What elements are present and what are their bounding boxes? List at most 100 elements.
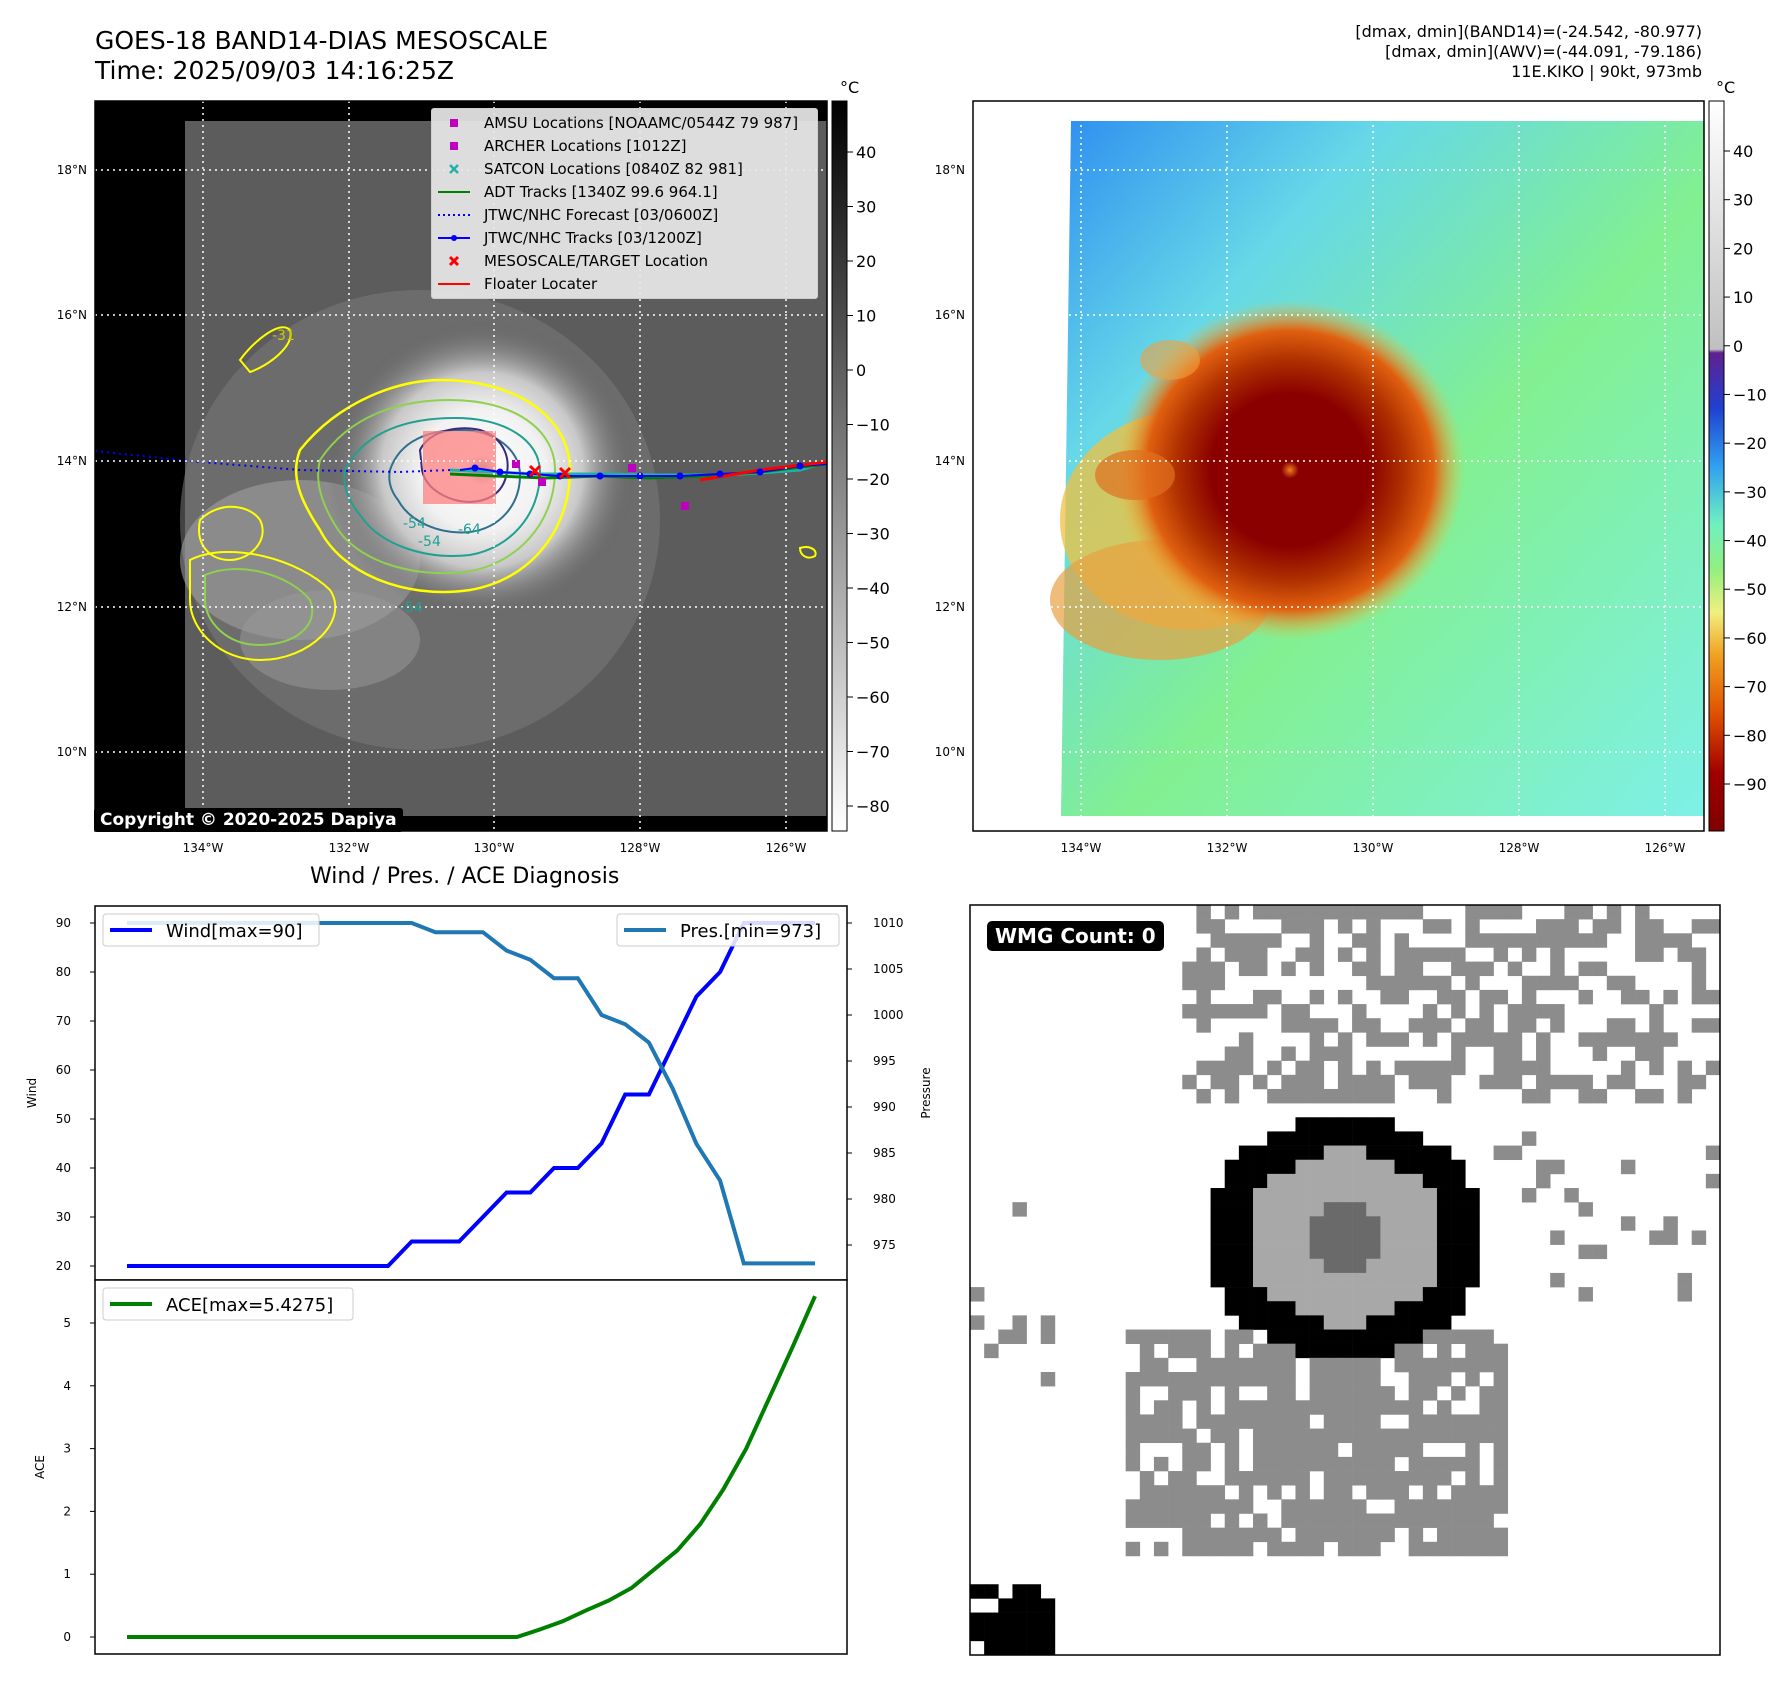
- wmg-cell: [1451, 1188, 1466, 1203]
- wmg-cell: [1309, 961, 1325, 977]
- title-line-1: GOES-18 BAND14-DIAS MESOSCALE: [95, 26, 549, 55]
- wmg-cell: [1253, 905, 1268, 920]
- wmg-cell: [1408, 1131, 1424, 1146]
- wmg-cell: [1253, 1244, 1268, 1260]
- wmg-cell: [1451, 1272, 1466, 1288]
- wmg-cell: [1352, 1173, 1367, 1189]
- wmg-cell: [1125, 1442, 1141, 1458]
- wmg-cell: [1337, 1301, 1353, 1316]
- wmg-cell: [1224, 1442, 1240, 1458]
- wmg-cell: [1436, 1159, 1452, 1175]
- wmg-cell: [1451, 1499, 1466, 1514]
- wmg-cell: [1380, 1513, 1395, 1528]
- wmg-cell: [1366, 1329, 1381, 1344]
- map2-lat-labels: 18°N 16°N 14°N 12°N 10°N: [935, 163, 965, 759]
- colorbar-tick-label: 30: [1733, 191, 1753, 210]
- wmg-cell: [1422, 1159, 1438, 1175]
- ace-axis-ticks: 0 1 2 3 4 5: [63, 1316, 95, 1644]
- wmg-cell: [1238, 1414, 1254, 1429]
- wmg-cell: [1507, 1018, 1523, 1033]
- wmg-cell: [1564, 905, 1579, 920]
- wmg-cell: [1337, 1230, 1353, 1245]
- wmg-cell: [1422, 1357, 1438, 1373]
- wmg-cell: [1267, 1159, 1282, 1175]
- wmg-cell: [1366, 1485, 1381, 1500]
- wmg-cell: [1196, 1371, 1211, 1387]
- wmg-cell: [1635, 1032, 1650, 1047]
- wmg-cell: [1224, 1287, 1240, 1302]
- ace-axes: [94, 1279, 848, 1655]
- wmg-cell: [1281, 1004, 1296, 1019]
- wmg-cell: [1309, 1046, 1325, 1061]
- wmg-cell: [1238, 1046, 1254, 1061]
- legend-item-target: MESOSCALE/TARGET Location: [432, 251, 817, 271]
- wmg-cell: [1451, 1541, 1466, 1557]
- wmg-cell: [1323, 1400, 1339, 1415]
- wmg-cell: [1705, 1018, 1721, 1033]
- wmg-cell: [1253, 1527, 1268, 1543]
- wmg-cell: [1507, 1046, 1523, 1061]
- wmg-cell: [1380, 1032, 1395, 1047]
- wmg-cell: [1436, 1527, 1452, 1543]
- wmg-cell: [1210, 1216, 1226, 1231]
- wmg-cell: [1677, 947, 1692, 962]
- wmg-cell: [1210, 1004, 1226, 1019]
- wmg-cell: [1224, 1541, 1240, 1557]
- wmg-cell: [1267, 1541, 1282, 1557]
- wmg-cell: [1196, 905, 1211, 920]
- wmg-cell: [1635, 919, 1650, 934]
- wmg-cell: [1196, 1329, 1211, 1344]
- wmg-cell: [1380, 1173, 1395, 1189]
- wmg-cell: [1309, 1272, 1325, 1288]
- colorbar-tick-label: −40: [856, 579, 890, 598]
- wmg-cell: [1281, 1173, 1296, 1189]
- wmg-cell: [1408, 1343, 1424, 1359]
- wmg-cell: [1224, 1343, 1240, 1359]
- wmg-cell: [1380, 1428, 1395, 1444]
- wmg-cell: [1323, 1442, 1339, 1458]
- colorbar-tick-label: −80: [1733, 726, 1767, 745]
- wmg-cell: [1550, 1230, 1565, 1245]
- wmg-cell: [1422, 1244, 1438, 1260]
- wmg-cell: [1238, 1301, 1254, 1316]
- ace-line: [127, 1295, 817, 1639]
- wmg-cell: [1125, 1541, 1141, 1557]
- wmg-cell: [1253, 961, 1268, 977]
- wmg-cell: [1168, 1400, 1183, 1415]
- wmg-cell: [1677, 1060, 1692, 1076]
- wmg-cell: [1337, 1074, 1353, 1090]
- wmg-cell: [1451, 1258, 1466, 1274]
- wmg-cell: [1479, 1428, 1494, 1444]
- wmg-cell: [1352, 1386, 1367, 1401]
- wmg-cell: [1323, 905, 1339, 920]
- wmg-cell: [1352, 1216, 1367, 1231]
- ace-tick-label: 0: [63, 1630, 71, 1644]
- wmg-cell: [1309, 1188, 1325, 1203]
- wmg-cell: [1366, 1202, 1381, 1217]
- wmg-cell: [1422, 1074, 1438, 1090]
- wmg-cell: [1281, 1074, 1296, 1090]
- wmg-cell: [1323, 1471, 1339, 1486]
- wmg-cell: [1394, 1442, 1409, 1458]
- wmg-cell: [1253, 1400, 1268, 1415]
- ace-tick-label: 2: [63, 1504, 71, 1518]
- wmg-cell: [1337, 905, 1353, 920]
- wmg-cell: [984, 1626, 999, 1642]
- gray-colorbar-unit: °C: [840, 78, 860, 97]
- wmg-cell: [1337, 947, 1353, 962]
- wmg-cell: [1196, 1499, 1211, 1514]
- wmg-cell: [1521, 975, 1537, 991]
- wmg-cell: [1182, 1456, 1197, 1472]
- wmg-cell: [1380, 1301, 1395, 1316]
- wmg-cell: [1352, 1202, 1367, 1217]
- colorbar-tick-label: −70: [856, 743, 890, 762]
- wmg-cell: [1394, 1032, 1409, 1047]
- colorbar-tick-label: 40: [856, 143, 876, 162]
- wmg-cell: [1337, 1188, 1353, 1203]
- wmg-cell: [1196, 1513, 1211, 1528]
- wmg-cell: [1521, 1131, 1537, 1146]
- wmg-cell: [984, 1343, 999, 1359]
- wmg-cell: [970, 1626, 985, 1642]
- wmg-cell: [1479, 1485, 1494, 1500]
